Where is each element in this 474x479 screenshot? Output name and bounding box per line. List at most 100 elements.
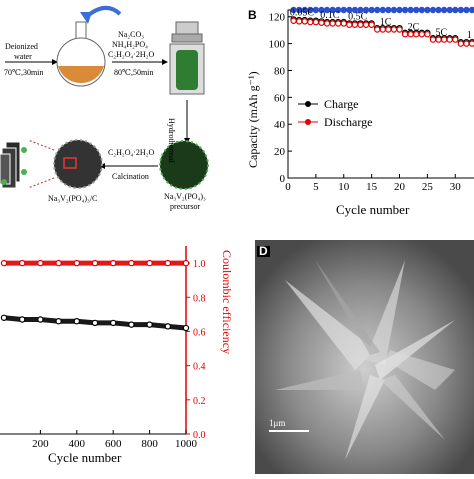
y-tick-label: 80 bbox=[274, 65, 286, 77]
y-tick-label: 100 bbox=[269, 39, 286, 51]
legend-entry: Charge bbox=[324, 97, 358, 111]
capacity-point bbox=[0, 314, 8, 321]
discharge-point bbox=[346, 21, 353, 28]
capacity-point bbox=[73, 317, 81, 325]
rate-label: 0.5C bbox=[348, 11, 368, 22]
efficiency-point bbox=[128, 259, 135, 267]
panel-b-xlabel: Cycle number bbox=[336, 202, 410, 217]
discharge-point bbox=[424, 30, 431, 38]
discharge-point bbox=[295, 18, 303, 25]
discharge-point bbox=[463, 40, 470, 47]
x-tick-label: 1000 bbox=[175, 438, 198, 450]
panel-a-synthesis-scheme: Deionized water 70℃,30min Na₂CO₃ NH₄H₂PO… bbox=[0, 0, 240, 236]
rate-chart-svg: 0 5 10 15 20 25 30 0 20 40 60 80 100 120 0.05C 0.1C 0.5C… bbox=[269, 6, 474, 193]
rate-label: 0.05C bbox=[290, 7, 315, 18]
capacity-point bbox=[146, 321, 153, 328]
discharge-point bbox=[396, 26, 403, 33]
efficiency-point bbox=[396, 6, 403, 14]
rate-label: 1 bbox=[467, 30, 472, 41]
y2-tick-label: 0.0 bbox=[193, 430, 206, 441]
flask-icon bbox=[56, 21, 106, 87]
x-tick-label: 5 bbox=[313, 181, 319, 193]
capacity-point bbox=[128, 321, 135, 328]
rate-label: 2C bbox=[408, 22, 420, 33]
efficiency-point bbox=[413, 6, 420, 14]
capacity-point bbox=[164, 323, 171, 330]
efficiency-point bbox=[385, 6, 392, 14]
efficiency-point bbox=[424, 6, 431, 14]
y2-tick-label: 1.0 bbox=[193, 259, 206, 270]
discharge-point bbox=[457, 40, 465, 47]
discharge-point bbox=[362, 21, 370, 28]
capacity-point bbox=[182, 324, 190, 332]
sem-micrograph-drawing bbox=[255, 240, 474, 474]
x-tick-label: 10 bbox=[338, 181, 350, 193]
efficiency-point bbox=[374, 6, 381, 14]
additive-label: C₂H₂O₄·2H₂O bbox=[108, 148, 155, 157]
discharge-point bbox=[334, 20, 342, 27]
discharge-point bbox=[351, 21, 359, 28]
discharge-point bbox=[323, 20, 331, 27]
discharge-point bbox=[290, 17, 297, 24]
crystal-layers-icon bbox=[0, 141, 27, 189]
calcination-label: Calcination bbox=[112, 172, 149, 181]
y-tick-label: 0 bbox=[280, 173, 286, 185]
efficiency-point bbox=[435, 6, 442, 14]
panel-b-ylabel: Capacity (mAh g⁻¹) bbox=[246, 71, 260, 168]
product-sphere-icon bbox=[54, 140, 102, 188]
x-tick-label: 25 bbox=[422, 181, 434, 193]
water-label-line-1: Deionized bbox=[5, 42, 38, 51]
efficiency-point bbox=[429, 6, 437, 14]
efficiency-point bbox=[440, 6, 448, 14]
discharge-point bbox=[329, 20, 336, 27]
legend-marker bbox=[305, 101, 311, 107]
discharge-point bbox=[301, 18, 308, 25]
x-tick-label: 30 bbox=[450, 181, 462, 193]
efficiency-point bbox=[164, 259, 171, 267]
efficiency-point bbox=[407, 6, 414, 14]
panel-c-y2label: Coulombic efficiency bbox=[220, 250, 234, 355]
scale-bar-icon bbox=[269, 430, 309, 432]
step1-temp-label: 70℃,30min bbox=[4, 68, 44, 77]
step2-temp-label: 80℃,50min bbox=[114, 68, 154, 77]
efficiency-point bbox=[457, 6, 465, 14]
capacity-point bbox=[91, 319, 99, 327]
y2-tick-label: 0.6 bbox=[193, 327, 206, 338]
discharge-point bbox=[452, 36, 459, 43]
efficiency-point bbox=[401, 6, 409, 14]
autoclave-icon bbox=[169, 21, 205, 95]
water-label-line-2: water bbox=[14, 52, 32, 61]
precursor-label-line-1: Na₃V₂(PO₄)₃ bbox=[164, 192, 206, 201]
panel-b-letter: B bbox=[248, 8, 257, 22]
y-tick-label: 60 bbox=[274, 92, 286, 104]
efficiency-point bbox=[109, 259, 117, 267]
discharge-point bbox=[390, 26, 398, 33]
efficiency-point bbox=[418, 6, 426, 14]
efficiency-point bbox=[73, 259, 81, 267]
efficiency-point bbox=[368, 6, 375, 14]
synthesis-scheme-drawing bbox=[0, 6, 209, 190]
rate-label: 0.1C bbox=[320, 10, 340, 21]
efficiency-point bbox=[0, 259, 8, 267]
x-tick-label: 600 bbox=[105, 438, 122, 450]
efficiency-point bbox=[463, 6, 470, 14]
capacity-point bbox=[55, 317, 62, 325]
efficiency-point bbox=[182, 259, 190, 267]
efficiency-point bbox=[91, 259, 99, 267]
discharge-point bbox=[357, 21, 364, 28]
reagent-1-label: Na₂CO₃ bbox=[118, 30, 145, 39]
panel-c-xlabel: Cycle number bbox=[48, 450, 122, 465]
discharge-point bbox=[340, 20, 347, 27]
efficiency-point bbox=[146, 259, 153, 267]
reagent-2-label: NH₄H₂PO₄ bbox=[112, 40, 148, 49]
efficiency-point bbox=[468, 6, 474, 14]
efficiency-point bbox=[312, 6, 320, 14]
discharge-point bbox=[312, 18, 320, 26]
x-tick-label: 200 bbox=[32, 438, 49, 450]
precursor-label-line-2: precursor bbox=[170, 202, 201, 211]
y2-tick-label: 0.2 bbox=[193, 396, 206, 407]
discharge-point bbox=[368, 21, 375, 28]
legend-entry: Discharge bbox=[324, 115, 372, 129]
rate-label: 5C bbox=[435, 28, 447, 39]
